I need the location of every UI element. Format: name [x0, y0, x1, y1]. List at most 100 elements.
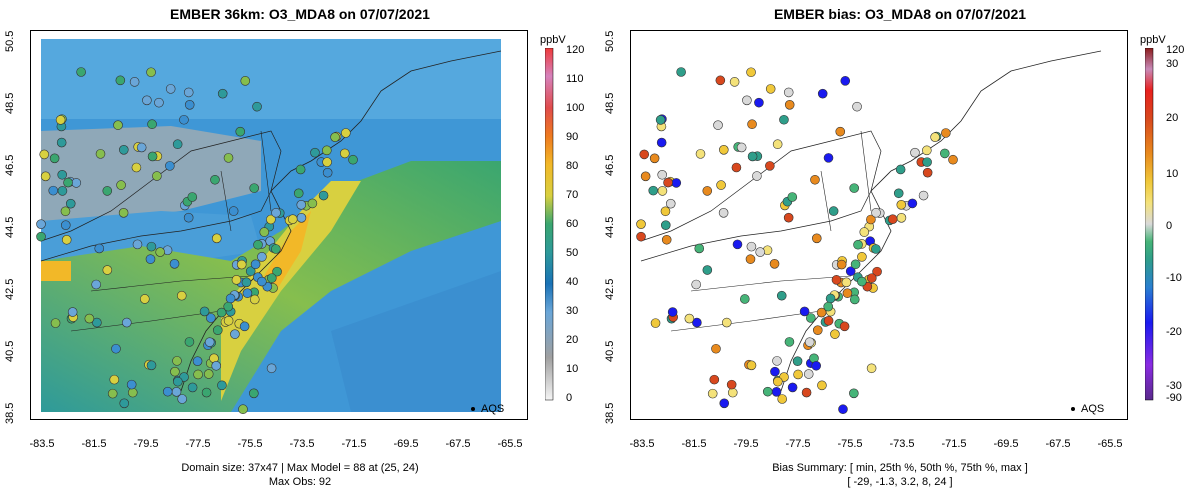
model-station-dot [223, 153, 234, 163]
bias-station-dot [727, 387, 738, 398]
model-station-dot [296, 199, 307, 210]
bias-xtick-6: -71.5 [941, 438, 967, 450]
bias-station-dot [707, 388, 718, 399]
model-station-dot [113, 120, 123, 130]
bias-cbar-tick-0: 120 [1166, 44, 1185, 56]
model-cbar-tick-2: 100 [566, 102, 585, 114]
bias-station-dot [801, 387, 812, 398]
model-station-dot [127, 387, 138, 398]
model-station-dot [253, 239, 263, 250]
bias-station-dot [665, 198, 676, 209]
model-station-dot [170, 366, 180, 377]
model-station-dot [48, 185, 59, 196]
model-station-dot [239, 321, 250, 332]
bias-station-dot [922, 145, 932, 156]
bias-station-dot [799, 306, 810, 317]
bias-station-dot [655, 115, 666, 125]
model-station-dot [179, 114, 189, 125]
bias-station-dot [896, 213, 907, 223]
bias-station-dot [895, 164, 906, 175]
bias-station-dot [765, 84, 776, 94]
bias-station-dot [922, 167, 933, 178]
bias-station-dot [772, 356, 782, 366]
bias-station-dot [887, 214, 898, 224]
bias-station-dot [849, 183, 859, 193]
bias-station-dot [765, 161, 775, 171]
bias-coastline [780, 50, 1102, 392]
bias-station-dot [671, 178, 682, 188]
bias-station-dot [910, 147, 920, 158]
bias-station-dot [684, 313, 695, 324]
bias-station-dot [779, 114, 789, 125]
bias-xtick-5: -73.5 [889, 438, 915, 450]
model-map[interactable]: AQS [30, 30, 528, 420]
model-station-dot [293, 188, 304, 199]
bias-station-dot [656, 137, 667, 148]
model-cbar-tick-8: 40 [566, 276, 579, 288]
bias-map[interactable]: AQS [630, 30, 1128, 420]
model-station-dot [119, 398, 130, 409]
bias-station-dot [695, 149, 706, 159]
bias-station-dot [661, 234, 672, 245]
bias-station-dot [747, 151, 758, 162]
bias-station-dot [736, 142, 747, 153]
bias-station-dot [930, 132, 940, 142]
xtick-3: -77.5 [185, 438, 211, 450]
bias-station-dot [784, 337, 795, 347]
bias-station-dot [866, 214, 876, 225]
model-field-high-ozone [221, 181, 361, 401]
bias-station-dot [648, 185, 659, 196]
model-station-dot [242, 288, 253, 298]
model-cbar-tick-12: 0 [566, 392, 573, 404]
model-cbar-tick-10: 20 [566, 334, 579, 346]
model-cbar-tick-5: 70 [566, 189, 579, 201]
model-station-dot [203, 369, 214, 379]
model-station-dot [162, 386, 173, 397]
model-station-dot [212, 325, 223, 335]
model-station-dot [259, 227, 270, 237]
model-field-north [41, 39, 501, 119]
bias-aqs-legend-dot [1071, 407, 1075, 411]
bias-station-dot [667, 307, 678, 317]
bias-station-dot [773, 376, 783, 387]
bias-station-dot [850, 259, 861, 270]
bias-station-dot [711, 343, 721, 354]
bias-xtick-9: -65.5 [1097, 438, 1123, 450]
model-field-west-peak [41, 261, 71, 281]
model-station-dot [266, 363, 277, 374]
model-station-dot [322, 157, 332, 167]
model-station-dot [146, 241, 157, 252]
model-station-dot [136, 142, 147, 153]
bias-station-dot [716, 180, 726, 190]
xtick-2: -79.5 [133, 438, 159, 450]
model-station-dot [139, 294, 150, 304]
model-panel: EMBER 36km: O3_MDA8 on 07/07/2021 [4, 6, 585, 488]
model-cbar-tick-0: 120 [566, 44, 585, 56]
model-station-dot [146, 67, 156, 78]
model-station-dot [236, 259, 247, 270]
bias-map-title: EMBER bias: O3_MDA8 on 07/07/2021 [773, 6, 1027, 22]
model-station-dot [172, 139, 183, 150]
xtick-8: -67.5 [445, 438, 471, 450]
bias-station-dot [657, 169, 667, 180]
bias-station-dot [762, 386, 773, 397]
bias-xtick-7: -69.5 [993, 438, 1019, 450]
model-station-dot [217, 380, 227, 391]
model-field-offshore [331, 271, 501, 412]
bias-station-dot [746, 360, 757, 371]
model-station-dot [318, 190, 329, 201]
bias-station-dot [752, 171, 762, 181]
model-station-dot [146, 360, 157, 371]
model-station-dot [257, 276, 267, 287]
bias-xtick-8: -67.5 [1045, 438, 1071, 450]
bias-station-dot [828, 206, 839, 216]
bias-station-dot [823, 153, 834, 163]
bias-ytick-4: 42.5 [604, 278, 616, 300]
model-station-dot [154, 97, 164, 108]
bias-station-dot [640, 171, 651, 182]
model-station-dot [266, 214, 276, 225]
bias-cbar-tick-8: -90 [1166, 392, 1182, 404]
bias-footer-line1: Bias Summary: [ min, 25th %, 50th %, 75t… [772, 462, 1028, 474]
model-station-dot [176, 290, 187, 301]
model-station-dot [94, 243, 105, 254]
